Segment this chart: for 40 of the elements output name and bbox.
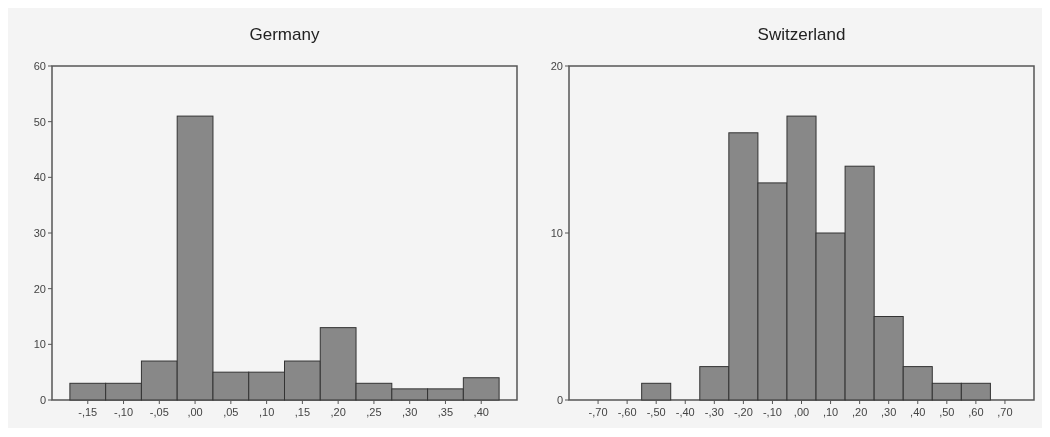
x-tick-label: -,05	[149, 406, 169, 418]
x-tick-label: -,15	[78, 406, 98, 418]
x-tick-label: ,05	[223, 406, 239, 418]
y-tick-label: 60	[33, 59, 46, 72]
chart-title: Switzerland	[757, 25, 846, 44]
y-tick-label: 30	[33, 226, 46, 239]
x-tick-label: ,60	[968, 406, 984, 418]
x-tick-label: ,70	[997, 406, 1013, 418]
x-tick-label: -,50	[646, 406, 666, 418]
y-tick-label: 50	[33, 115, 46, 128]
x-tick-label: ,20	[330, 406, 346, 418]
x-tick-label: ,10	[822, 406, 839, 418]
x-tick-label: -,70	[588, 406, 608, 418]
x-tick-label: -,40	[675, 406, 695, 418]
y-tick-label: 10	[550, 226, 563, 239]
x-tick-label: ,40	[910, 406, 926, 418]
x-tick-label: ,00	[793, 406, 810, 418]
x-tick-label: -,20	[733, 406, 753, 418]
x-tick-label: -,60	[617, 406, 637, 418]
x-tick-label: ,10	[258, 406, 275, 418]
x-tick-label: ,20	[851, 406, 868, 418]
y-tick-label: 20	[550, 59, 563, 72]
x-tick-label: ,30	[881, 406, 897, 418]
x-tick-label: ,00	[187, 406, 203, 418]
x-tick-label: -,10	[762, 406, 782, 418]
y-tick-label: 40	[33, 171, 46, 184]
y-tick-label: 0	[556, 393, 563, 406]
x-tick-label: ,25	[366, 406, 382, 418]
y-tick-label: 10	[33, 338, 46, 351]
x-tick-label: ,15	[294, 406, 311, 418]
y-tick-label: 20	[33, 282, 46, 295]
x-tick-label: ,50	[939, 406, 955, 418]
x-tick-label: ,40	[473, 406, 489, 418]
chart-title: Germany	[249, 25, 320, 44]
x-tick-label: -,10	[114, 406, 134, 418]
y-tick-label: 0	[39, 393, 46, 406]
x-tick-label: -,30	[704, 406, 724, 418]
bar	[641, 382, 672, 401]
x-tick-label: ,35	[437, 406, 454, 418]
x-tick-label: ,30	[402, 406, 418, 418]
